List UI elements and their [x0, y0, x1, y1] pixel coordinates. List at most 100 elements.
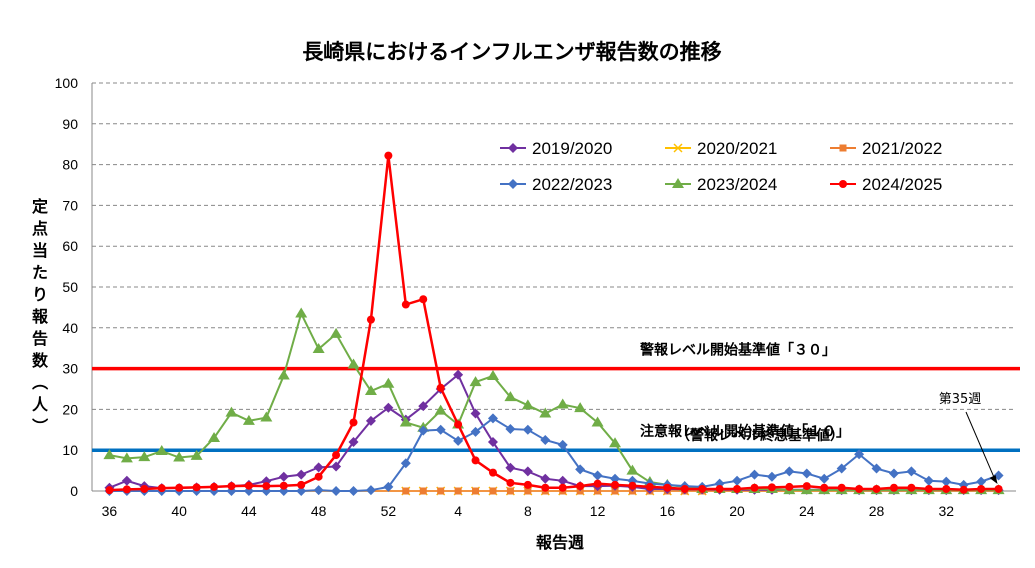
- data-point: [244, 481, 253, 490]
- data-point: [262, 482, 271, 491]
- data-point: [382, 377, 395, 388]
- data-point: [208, 431, 221, 442]
- y-tick-label: 100: [55, 75, 79, 91]
- series-line: [109, 155, 999, 492]
- data-point: [506, 478, 515, 487]
- y-axis-title-char: 定: [31, 197, 48, 216]
- data-point: [766, 471, 777, 482]
- data-point: [889, 483, 898, 492]
- data-point: [680, 484, 689, 493]
- data-point: [733, 484, 742, 493]
- data-point: [505, 423, 516, 434]
- data-point: [470, 408, 481, 419]
- data-point: [802, 482, 811, 491]
- data-point: [504, 391, 517, 402]
- data-point: [383, 481, 394, 492]
- data-point: [488, 468, 497, 477]
- data-point: [225, 406, 238, 417]
- data-point: [296, 486, 307, 496]
- data-point: [574, 402, 587, 413]
- data-point: [593, 479, 602, 488]
- x-tick-label: 12: [590, 503, 606, 519]
- data-point: [313, 462, 324, 473]
- legend-label: 2022/2023: [532, 175, 612, 194]
- legend-marker: [508, 179, 518, 189]
- data-point: [489, 487, 497, 495]
- data-point: [819, 473, 830, 484]
- data-point: [227, 482, 236, 491]
- y-axis-title-char: （: [30, 374, 49, 390]
- data-point: [399, 416, 412, 427]
- y-axis-ticks: 0 10 20 30 40 50 60 70 80 90 100: [55, 75, 79, 499]
- data-point: [785, 482, 794, 491]
- y-tick-label: 20: [62, 401, 78, 417]
- data-point: [418, 425, 429, 436]
- y-tick-label: 50: [62, 279, 78, 295]
- data-point: [348, 437, 359, 448]
- y-axis-title-char: ）: [30, 418, 49, 434]
- data-point: [454, 420, 463, 429]
- legend-label: 2023/2024: [697, 175, 777, 194]
- data-point: [924, 484, 933, 493]
- data-point: [522, 466, 533, 477]
- data-point: [715, 484, 724, 493]
- x-tick-label: 28: [869, 503, 885, 519]
- data-point: [175, 483, 184, 492]
- data-point: [505, 462, 516, 473]
- data-point: [365, 415, 376, 426]
- data-point-stroke: [673, 143, 683, 153]
- data-point: [941, 476, 952, 487]
- data-point: [277, 369, 290, 380]
- data-point: [313, 485, 324, 496]
- data-point: [366, 315, 375, 324]
- x-tick-label: 24: [799, 503, 815, 519]
- x-tick-label: 36: [102, 503, 118, 519]
- data-point: [453, 369, 464, 380]
- data-point: [524, 487, 532, 495]
- series-layer: [103, 151, 1005, 496]
- series-2023-2024: [103, 307, 1005, 495]
- data-point: [383, 402, 394, 413]
- data-point: [977, 484, 986, 493]
- data-point: [959, 485, 968, 494]
- y-axis-title-char: 当: [32, 241, 48, 260]
- y-tick-label: 90: [62, 116, 78, 132]
- data-point: [486, 369, 499, 380]
- x-tick-label: 44: [241, 503, 257, 519]
- data-point: [994, 484, 1003, 493]
- data-point: [190, 449, 203, 460]
- data-point: [907, 483, 916, 492]
- data-point: [609, 437, 622, 448]
- data-point: [836, 463, 847, 474]
- legend-label: 2024/2025: [862, 175, 942, 194]
- data-point: [539, 407, 552, 418]
- series-line: [109, 373, 999, 492]
- legend-marker: [508, 143, 518, 153]
- series-2019-2020: [104, 369, 1004, 496]
- data-point: [556, 398, 569, 409]
- data-point: [435, 424, 446, 435]
- data-point: [365, 485, 376, 496]
- x-tick-label: 20: [729, 503, 745, 519]
- data-point: [140, 484, 149, 493]
- data-point: [331, 461, 342, 472]
- data-point: [312, 343, 325, 354]
- data-point: [400, 458, 411, 469]
- x-tick-label: 40: [171, 503, 187, 519]
- data-point: [434, 404, 447, 415]
- data-point: [592, 470, 603, 481]
- data-point: [749, 469, 760, 480]
- reference-label: 警報レベル開始基準値「３０」: [640, 342, 836, 359]
- data-point: [854, 449, 865, 460]
- data-point: [314, 472, 323, 481]
- data-point: [820, 483, 829, 492]
- legend-item: 2020/2021: [665, 139, 777, 158]
- reference-lines: 警報レベル開始基準値「３０」注意報レベル開始基準値「１０」（警報レベル終息基準値…: [92, 342, 1020, 452]
- data-point: [296, 469, 307, 480]
- data-point: [347, 358, 360, 369]
- data-point: [522, 424, 533, 435]
- data-point: [242, 414, 255, 425]
- data-point: [732, 475, 743, 486]
- annotation: 第35週: [939, 392, 998, 484]
